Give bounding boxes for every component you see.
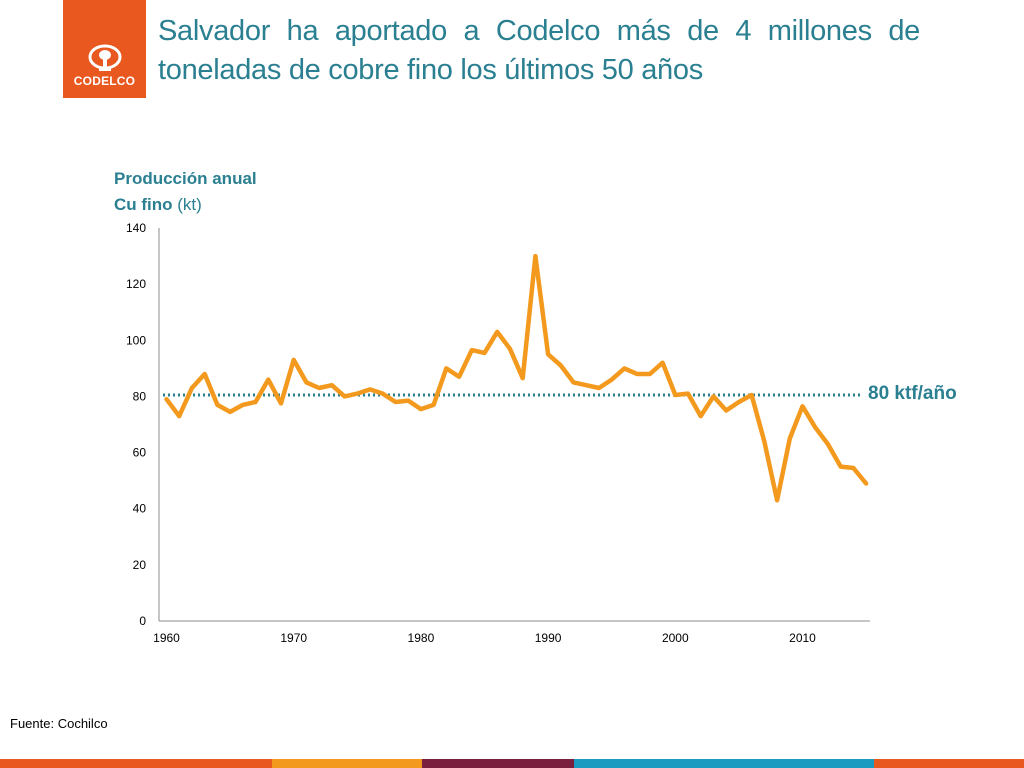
footer-segment-4 <box>574 759 874 768</box>
x-tick-label: 1990 <box>535 631 562 645</box>
data-point <box>228 410 232 414</box>
data-point <box>559 364 563 368</box>
source-note: Fuente: Cochilco <box>10 716 108 731</box>
data-point <box>406 399 410 403</box>
data-point <box>699 414 703 418</box>
data-point <box>762 439 766 443</box>
codelco-logo: CODELCO <box>63 0 146 98</box>
y-tick-label: 40 <box>133 502 147 516</box>
data-point <box>661 361 665 365</box>
data-point <box>788 437 792 441</box>
data-point <box>419 407 423 411</box>
footer-color-bar <box>0 759 1024 768</box>
data-point <box>393 400 397 404</box>
x-tick-label: 2010 <box>789 631 816 645</box>
data-point <box>483 351 487 355</box>
data-point <box>266 378 270 382</box>
y-axis-label-line1: Producción anual <box>114 169 257 188</box>
data-point <box>215 403 219 407</box>
data-point <box>851 466 855 470</box>
data-point <box>317 386 321 390</box>
y-tick-label: 0 <box>139 614 146 628</box>
y-tick-label: 100 <box>126 333 146 347</box>
footer-segment-2 <box>272 759 422 768</box>
data-point <box>203 372 207 376</box>
data-point <box>432 403 436 407</box>
data-point <box>635 372 639 376</box>
data-point <box>304 380 308 384</box>
data-point <box>673 393 677 397</box>
data-point <box>724 408 728 412</box>
data-point <box>864 481 868 485</box>
y-tick-label: 60 <box>133 446 147 460</box>
data-point <box>584 383 588 387</box>
footer-segment-3 <box>422 759 574 768</box>
footer-segment-1 <box>0 759 272 768</box>
data-point <box>508 347 512 351</box>
logo-text: CODELCO <box>73 74 136 88</box>
data-point <box>495 330 499 334</box>
data-point <box>737 400 741 404</box>
reference-line-label: 80 ktf/año <box>868 383 957 404</box>
y-axis-label: Producción anual Cu fino (kt) <box>114 166 257 218</box>
y-tick-label: 20 <box>133 558 147 572</box>
footer-segment-5 <box>874 759 1024 768</box>
data-point <box>648 372 652 376</box>
x-tick-label: 1970 <box>280 631 307 645</box>
x-tick-label: 1980 <box>408 631 435 645</box>
data-point <box>826 442 830 446</box>
data-point <box>750 393 754 397</box>
page-title: Salvador ha aportado a Codelco más de 4 … <box>158 15 920 86</box>
data-point <box>241 403 245 407</box>
data-point <box>190 386 194 390</box>
data-point <box>546 352 550 356</box>
data-point <box>610 378 614 382</box>
data-point <box>622 366 626 370</box>
x-tick-label: 2000 <box>662 631 689 645</box>
data-point <box>521 376 525 380</box>
data-point <box>775 498 779 502</box>
data-point <box>533 254 537 258</box>
data-point <box>254 400 258 404</box>
data-point <box>597 386 601 390</box>
data-point <box>292 358 296 362</box>
data-point <box>165 397 169 401</box>
data-point <box>355 392 359 396</box>
data-point <box>368 387 372 391</box>
data-point <box>330 383 334 387</box>
y-tick-label: 80 <box>133 389 147 403</box>
data-point <box>381 392 385 396</box>
data-point <box>813 425 817 429</box>
y-tick-label: 120 <box>126 277 146 291</box>
data-point <box>801 404 805 408</box>
data-point <box>839 465 843 469</box>
production-series-line <box>164 253 869 503</box>
data-point <box>572 380 576 384</box>
x-tick-label: 1960 <box>153 631 180 645</box>
codelco-emblem-icon <box>88 44 121 71</box>
data-point <box>686 392 690 396</box>
data-point <box>470 348 474 352</box>
data-point <box>711 394 715 398</box>
data-point <box>279 401 283 405</box>
data-point <box>444 366 448 370</box>
data-point <box>457 375 461 379</box>
y-tick-label: 140 <box>126 221 146 235</box>
y-axis-label-line2: Cu fino (kt) <box>114 195 202 214</box>
data-point <box>343 394 347 398</box>
data-point <box>177 414 181 418</box>
